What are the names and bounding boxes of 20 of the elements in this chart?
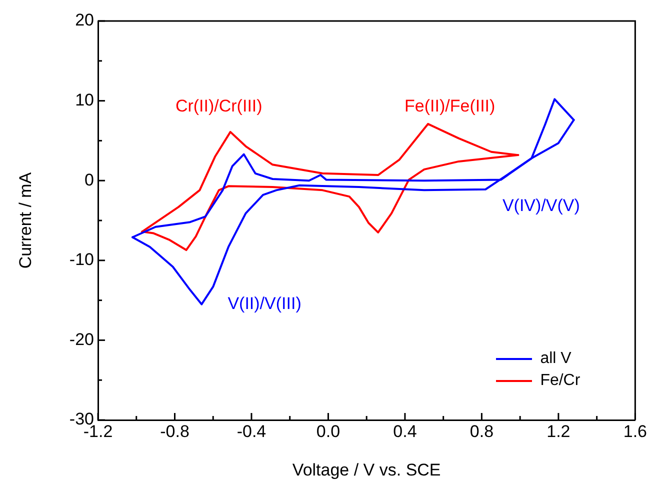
annotation: V(IV)/V(V) (502, 196, 580, 216)
x-tick-label: 0.0 (316, 422, 340, 441)
x-tick-label: 1.6 (623, 422, 648, 441)
annotation: Cr(II)/Cr(III) (175, 96, 262, 116)
annotation: Fe(II)/Fe(III) (404, 96, 496, 116)
y-tick-label: -20 (69, 330, 94, 349)
annotation: V(II)/V(III) (228, 294, 302, 313)
y-tick-label: -10 (69, 250, 94, 270)
y-tick-label: 10 (75, 90, 94, 110)
x-tick-label: -0.4 (236, 422, 266, 441)
y-tick-label: 20 (75, 10, 94, 30)
y-axis-title: Current / mA (16, 172, 35, 269)
x-tick-label: 1.2 (546, 422, 570, 441)
legend-label: Fe/Cr (540, 371, 580, 391)
x-tick-label: 0.8 (470, 422, 494, 441)
x-tick-label: -0.8 (160, 422, 190, 441)
x-axis-title: Voltage / V vs. SCE (292, 460, 441, 480)
legend-label: all V (540, 349, 572, 369)
x-tick-label: 0.4 (393, 422, 417, 441)
y-tick-label: 0 (84, 170, 94, 190)
